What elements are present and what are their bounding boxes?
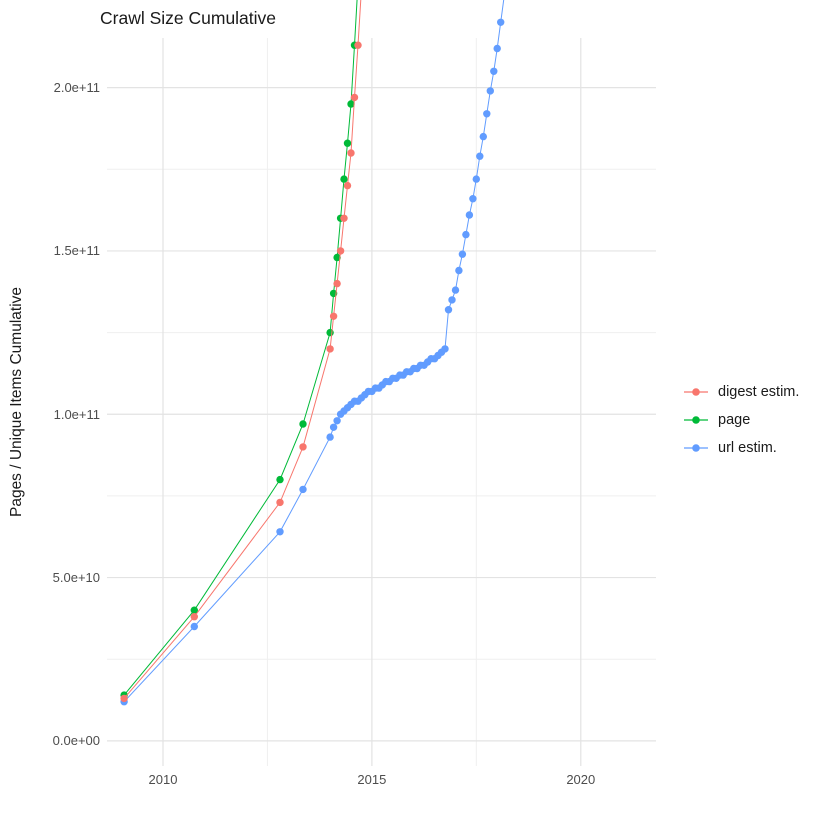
data-point-digest-estim-: [276, 498, 284, 507]
data-point-url-estim-: [476, 152, 484, 160]
data-point-url-estim-: [486, 87, 494, 95]
data-point-url-estim-: [497, 18, 505, 26]
legend-item-label: url estim.: [718, 440, 777, 456]
series-line-url-estim-: [123, 0, 505, 703]
data-point-digest-estim-: [190, 613, 198, 621]
y-axis-tick-label: 1.0e+11: [53, 406, 100, 422]
y-axis-tick-label: 2.0e+11: [53, 80, 100, 96]
series-line-digest-estim-: [123, 0, 362, 699]
data-point-digest-estim-: [333, 279, 341, 288]
data-point-url-estim-: [490, 67, 498, 76]
data-point-url-estim-: [483, 110, 491, 118]
data-point-url-estim-: [299, 485, 307, 494]
data-point-digest-estim-: [299, 443, 307, 451]
data-point-url-estim-: [469, 195, 477, 203]
data-point-url-estim-: [326, 433, 334, 441]
data-point-digest-estim-: [350, 93, 359, 102]
chart-title: Crawl Size Cumulative: [100, 8, 277, 28]
y-axis-title: Pages / Unique Items Cumulative: [8, 286, 25, 518]
data-point-url-estim-: [479, 132, 487, 141]
legend-key-icon: [684, 416, 708, 424]
legend-item-label: digest estim.: [718, 384, 800, 400]
data-point-url-estim-: [451, 286, 460, 294]
x-axis-tick-label: 2015: [357, 772, 387, 787]
data-point-page: [347, 100, 355, 108]
data-point-url-estim-: [329, 423, 338, 431]
legend-item-url-estim: url estim.: [682, 434, 799, 462]
data-point-digest-estim-: [347, 149, 355, 157]
data-point-digest-estim-: [354, 41, 362, 49]
data-point-page: [340, 175, 348, 183]
y-axis-tick-label: 1.5e+11: [53, 243, 100, 259]
data-point-url-estim-: [465, 211, 474, 219]
series-line-page: [123, 0, 358, 696]
data-point-url-estim-: [448, 296, 456, 304]
data-point-digest-estim-: [329, 312, 338, 320]
data-point-url-estim-: [472, 175, 480, 183]
x-axis-tick-label: 2010: [148, 772, 178, 787]
data-point-page: [343, 139, 352, 147]
x-axis-tick-label: 2020: [566, 772, 596, 787]
data-point-url-estim-: [276, 528, 284, 536]
data-point-digest-estim-: [343, 181, 352, 190]
data-point-url-estim-: [455, 266, 463, 275]
data-point-digest-estim-: [336, 247, 345, 255]
data-point-page: [299, 420, 307, 428]
y-axis-tick-label: 5.0e+10: [52, 570, 100, 586]
data-point-page: [276, 475, 284, 484]
data-point-page: [333, 253, 341, 262]
legend-item-label: page: [718, 412, 751, 428]
legend-item-digest-estim: digest estim.: [682, 378, 799, 406]
data-point-url-estim-: [444, 306, 453, 314]
data-point-url-estim-: [462, 230, 470, 239]
data-point-url-estim-: [190, 622, 198, 631]
data-point-digest-estim-: [326, 345, 334, 353]
data-point-digest-estim-: [340, 214, 348, 222]
legend-key-icon: [684, 388, 708, 396]
legend-item-page: page: [682, 406, 799, 434]
data-point-url-estim-: [493, 44, 501, 53]
data-point-page: [190, 606, 198, 614]
data-point-page: [326, 328, 334, 337]
data-point-url-estim-: [333, 417, 341, 425]
data-point-url-estim-: [458, 250, 467, 258]
data-point-url-estim-: [441, 345, 449, 353]
y-axis-tick-label: 0.0e+00: [52, 733, 100, 749]
legend: digest estim. page url estim.: [682, 378, 799, 462]
data-point-digest-estim-: [120, 694, 128, 703]
legend-key-icon: [684, 444, 708, 452]
